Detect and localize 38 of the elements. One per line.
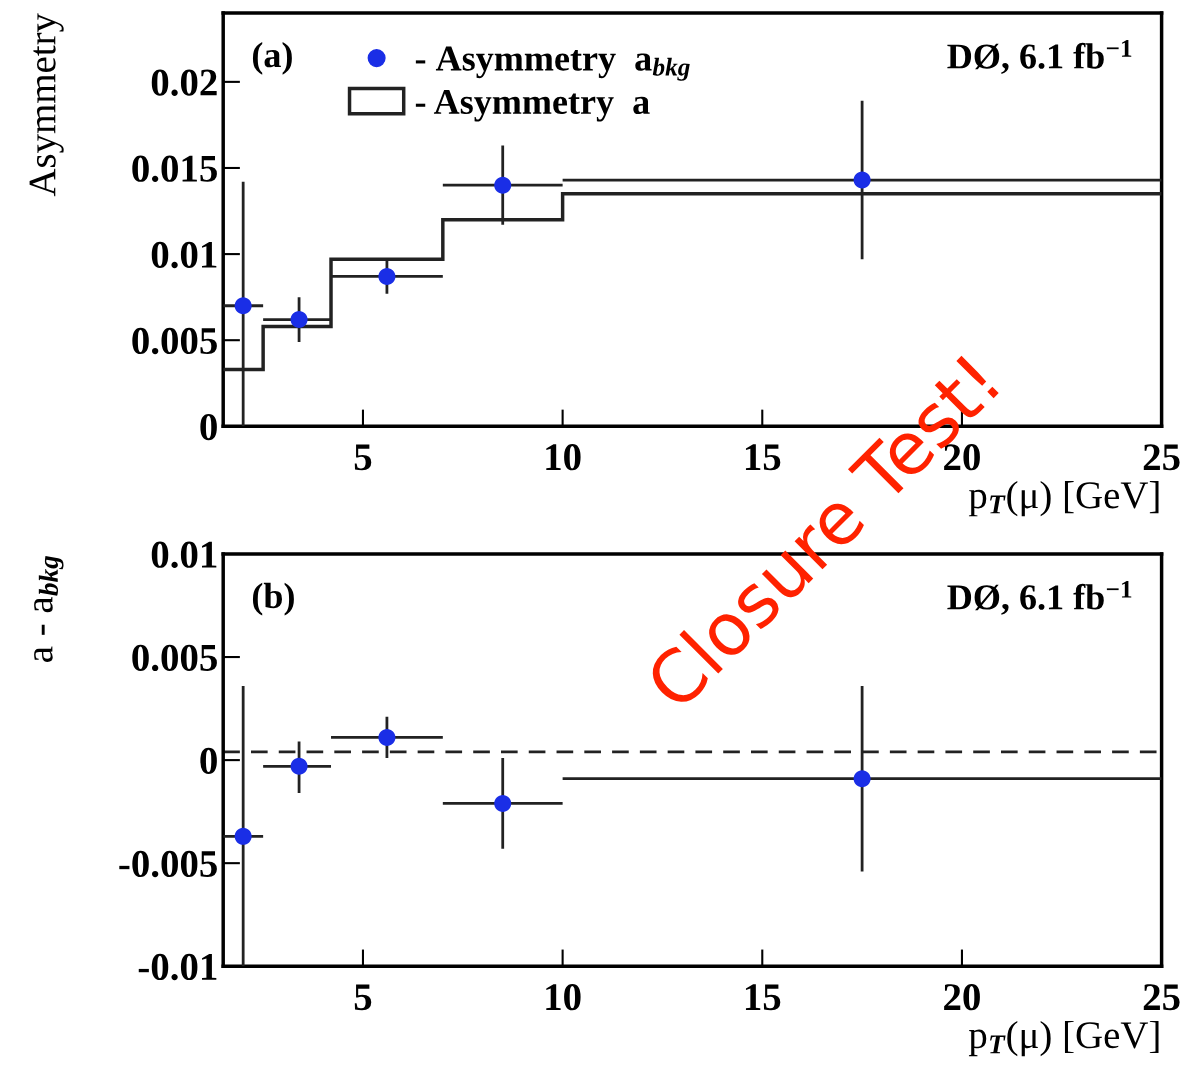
- y-axis-title: Asymmetry: [29, 13, 64, 197]
- x-tick-label: 10: [546, 984, 581, 1011]
- x-axis-title: p$_{T}$(μ) [GeV]: [968, 1020, 1159, 1057]
- y-tick-label: 0.01: [151, 241, 217, 269]
- x-tick-label: 15: [745, 984, 781, 1011]
- point: [853, 171, 871, 189]
- x-tick-label: 5: [354, 984, 372, 1011]
- y-tick-label: 0.02: [151, 69, 217, 96]
- y-axis-title: a - a$_{bkg}$: [34, 555, 64, 662]
- point: [290, 311, 308, 329]
- point: [290, 757, 308, 775]
- x-tick-label: 25: [1143, 984, 1180, 1011]
- point: [234, 297, 252, 315]
- y-tick-label: 0: [200, 413, 217, 441]
- x-tick-label: 20: [944, 984, 980, 1011]
- y-tick-label: 0.01: [151, 541, 217, 569]
- annotation: DØ, 6.1 fb$^{−1}$: [947, 580, 1132, 615]
- y-tick-label: -0.01: [138, 953, 217, 981]
- y-tick-label: 0.015: [132, 155, 217, 183]
- point: [378, 728, 396, 746]
- x-tick-label: 10: [546, 444, 581, 471]
- legend-label: - Asymmetry a: [415, 89, 650, 122]
- x-tick-label: 5: [354, 444, 372, 471]
- annotation: DØ, 6.1 fb$^{−1}$: [947, 40, 1132, 74]
- point: [234, 827, 252, 845]
- y-tick-label: 0.005: [132, 644, 217, 672]
- annotation: (a): [252, 41, 292, 75]
- annotation: (b): [252, 582, 294, 616]
- point: [494, 176, 512, 194]
- point: [378, 267, 396, 285]
- x-tick-label: 15: [745, 444, 781, 471]
- legend-label: - Asymmetry a$_{bkg}$: [415, 46, 690, 81]
- x-tick-label: 25: [1143, 444, 1180, 471]
- point: [494, 794, 512, 812]
- y-tick-label: -0.005: [119, 850, 217, 878]
- point: [853, 770, 871, 788]
- y-tick-label: 0: [200, 747, 217, 774]
- y-tick-label: 0.005: [132, 327, 217, 355]
